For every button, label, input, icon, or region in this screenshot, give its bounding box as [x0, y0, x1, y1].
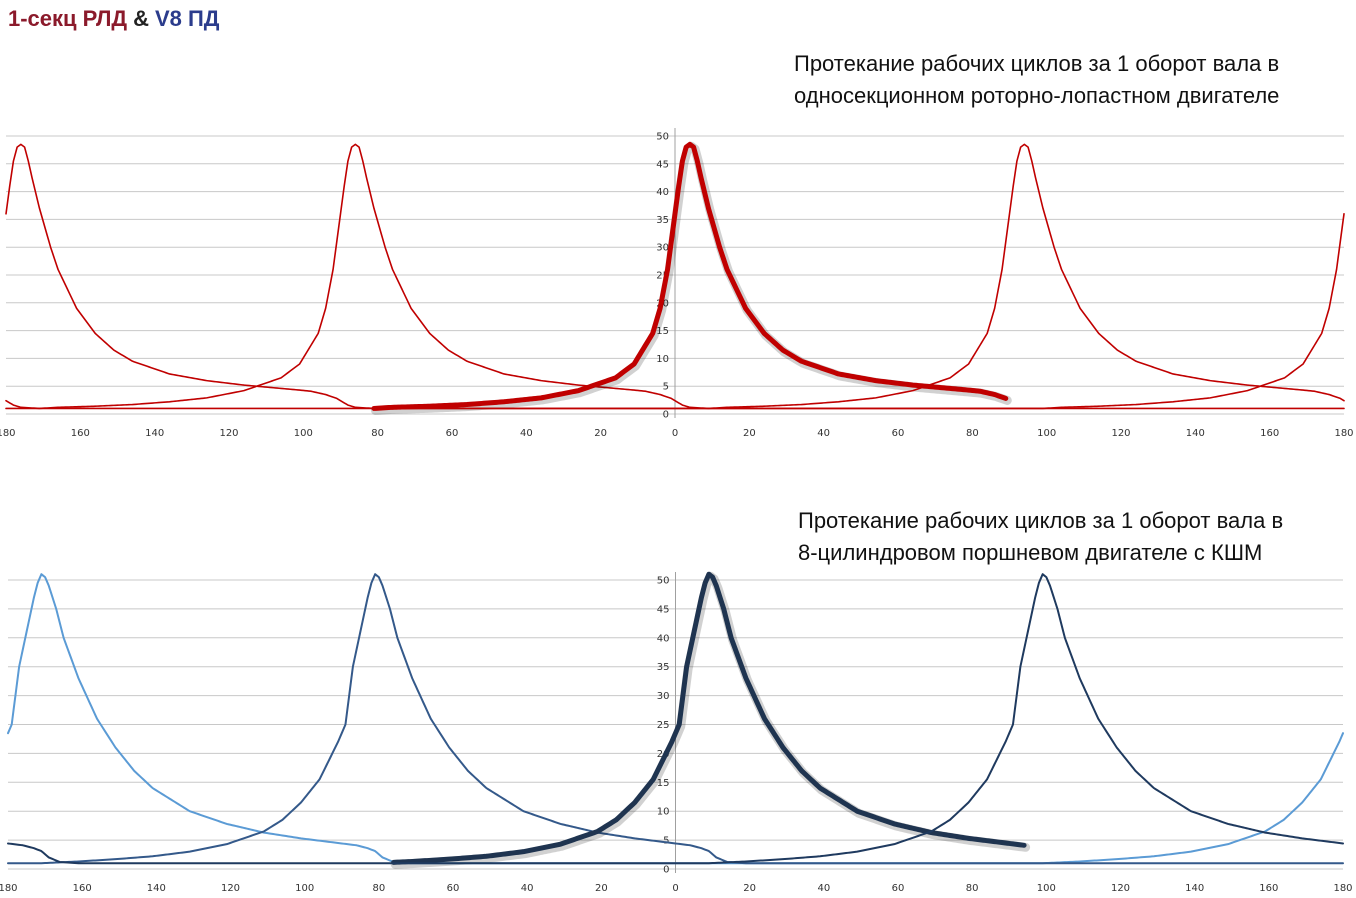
y-tick-label: 40	[657, 633, 670, 644]
x-tick-label: 140	[1186, 428, 1205, 439]
x-tick-label: 180	[1334, 428, 1353, 439]
series-line	[7, 573, 1344, 865]
x-tick-label: 100	[295, 883, 314, 894]
x-tick-label: 40	[520, 428, 533, 439]
x-tick-label: 80	[372, 883, 385, 894]
y-tick-label: 10	[657, 807, 670, 818]
y-tick-label: 0	[663, 865, 669, 876]
x-tick-label: 180	[0, 428, 16, 439]
x-tick-label: 20	[595, 883, 608, 894]
chart-bottom-v8: 0 5 10 15 20 25 30 35 40 45 50 180 160 140 120 100 80 60 4…	[0, 571, 1353, 894]
chart-top-rld: 0 5 10 15 20 25 30 35 40 45 50 180 160 140 120 100 80 60 4…	[0, 128, 1354, 439]
y-tick-label: 30	[657, 691, 670, 702]
x-tick-label: 40	[817, 428, 830, 439]
x-tick-label: 20	[743, 883, 756, 894]
series-line-highlight	[371, 141, 1009, 411]
x-tick-label: 80	[371, 428, 384, 439]
y-tick-label: 45	[656, 159, 669, 170]
series-line	[7, 573, 1344, 865]
y-tick-label: 15	[656, 326, 669, 337]
y-tick-label: 35	[657, 662, 670, 673]
x-tick-label: 100	[1037, 883, 1056, 894]
chart-bottom-title-line-2: 8-цилиндровом поршневом двигателе с КШМ	[798, 540, 1263, 565]
x-tick-label: 140	[145, 428, 164, 439]
x-tick-label: 120	[1111, 883, 1130, 894]
x-tick-label: 20	[594, 428, 607, 439]
x-tick-label: 180	[0, 883, 18, 894]
x-tick-label: 120	[219, 428, 238, 439]
chart-bottom-title-line-1: Протекание рабочих циклов за 1 оборот ва…	[798, 508, 1284, 533]
x-tick-label: 100	[294, 428, 313, 439]
header-ampersand: &	[133, 6, 149, 31]
x-tick-label: 80	[966, 428, 979, 439]
chart-top-title-line-2: односекционном роторно-лопастном двигате…	[794, 83, 1280, 108]
x-tick-label: 160	[73, 883, 92, 894]
y-tick-label: 25	[657, 720, 670, 731]
y-tick-label: 50	[656, 132, 669, 143]
x-tick-label: 20	[743, 428, 756, 439]
y-tick-label: 35	[656, 215, 669, 226]
y-tick-label: 40	[656, 187, 669, 198]
x-tick-label: 140	[1185, 883, 1204, 894]
x-tick-label: 0	[672, 428, 678, 439]
y-tick-label: 10	[656, 354, 669, 365]
x-tick-label: 100	[1037, 428, 1056, 439]
chart-top-title: Протекание рабочих циклов за 1 оборот ва…	[794, 48, 1279, 112]
chart-bottom-title: Протекание рабочих циклов за 1 оборот ва…	[798, 505, 1283, 569]
chart-top-title-line-1: Протекание рабочих циклов за 1 оборот ва…	[794, 51, 1280, 76]
y-tick-label: 45	[657, 604, 670, 615]
x-tick-label: 80	[966, 883, 979, 894]
y-tick-label: 30	[656, 243, 669, 254]
x-tick-label: 0	[672, 883, 678, 894]
series-line	[5, 143, 1345, 410]
x-tick-label: 40	[521, 883, 534, 894]
series-line	[5, 143, 1345, 410]
series-shadow	[390, 571, 1031, 869]
x-tick-label: 160	[1259, 883, 1278, 894]
x-tick-label: 140	[147, 883, 166, 894]
header-v8-label: V8 ПД	[154, 6, 220, 31]
x-tick-label: 40	[817, 883, 830, 894]
x-tick-label: 60	[446, 428, 459, 439]
x-tick-label: 160	[1260, 428, 1279, 439]
y-tick-label: 50	[657, 576, 670, 587]
x-tick-label: 60	[447, 883, 460, 894]
x-tick-label: 180	[1333, 883, 1352, 894]
y-tick-label: 25	[656, 271, 669, 282]
y-tick-label: 5	[663, 382, 669, 393]
header-rld-label: 1-секц РЛД	[8, 6, 128, 31]
x-tick-label: 160	[71, 428, 90, 439]
x-tick-label: 60	[892, 883, 905, 894]
series-line-highlight	[391, 571, 1027, 865]
series-shadow	[370, 141, 1012, 415]
y-tick-label: 5	[663, 836, 669, 847]
x-tick-label: 120	[221, 883, 240, 894]
y-tick-label: 0	[663, 410, 669, 421]
x-tick-label: 60	[892, 428, 905, 439]
y-tick-label: 15	[657, 778, 670, 789]
x-tick-label: 120	[1111, 428, 1130, 439]
header: 1-секц РЛД & V8 ПД	[8, 6, 219, 32]
